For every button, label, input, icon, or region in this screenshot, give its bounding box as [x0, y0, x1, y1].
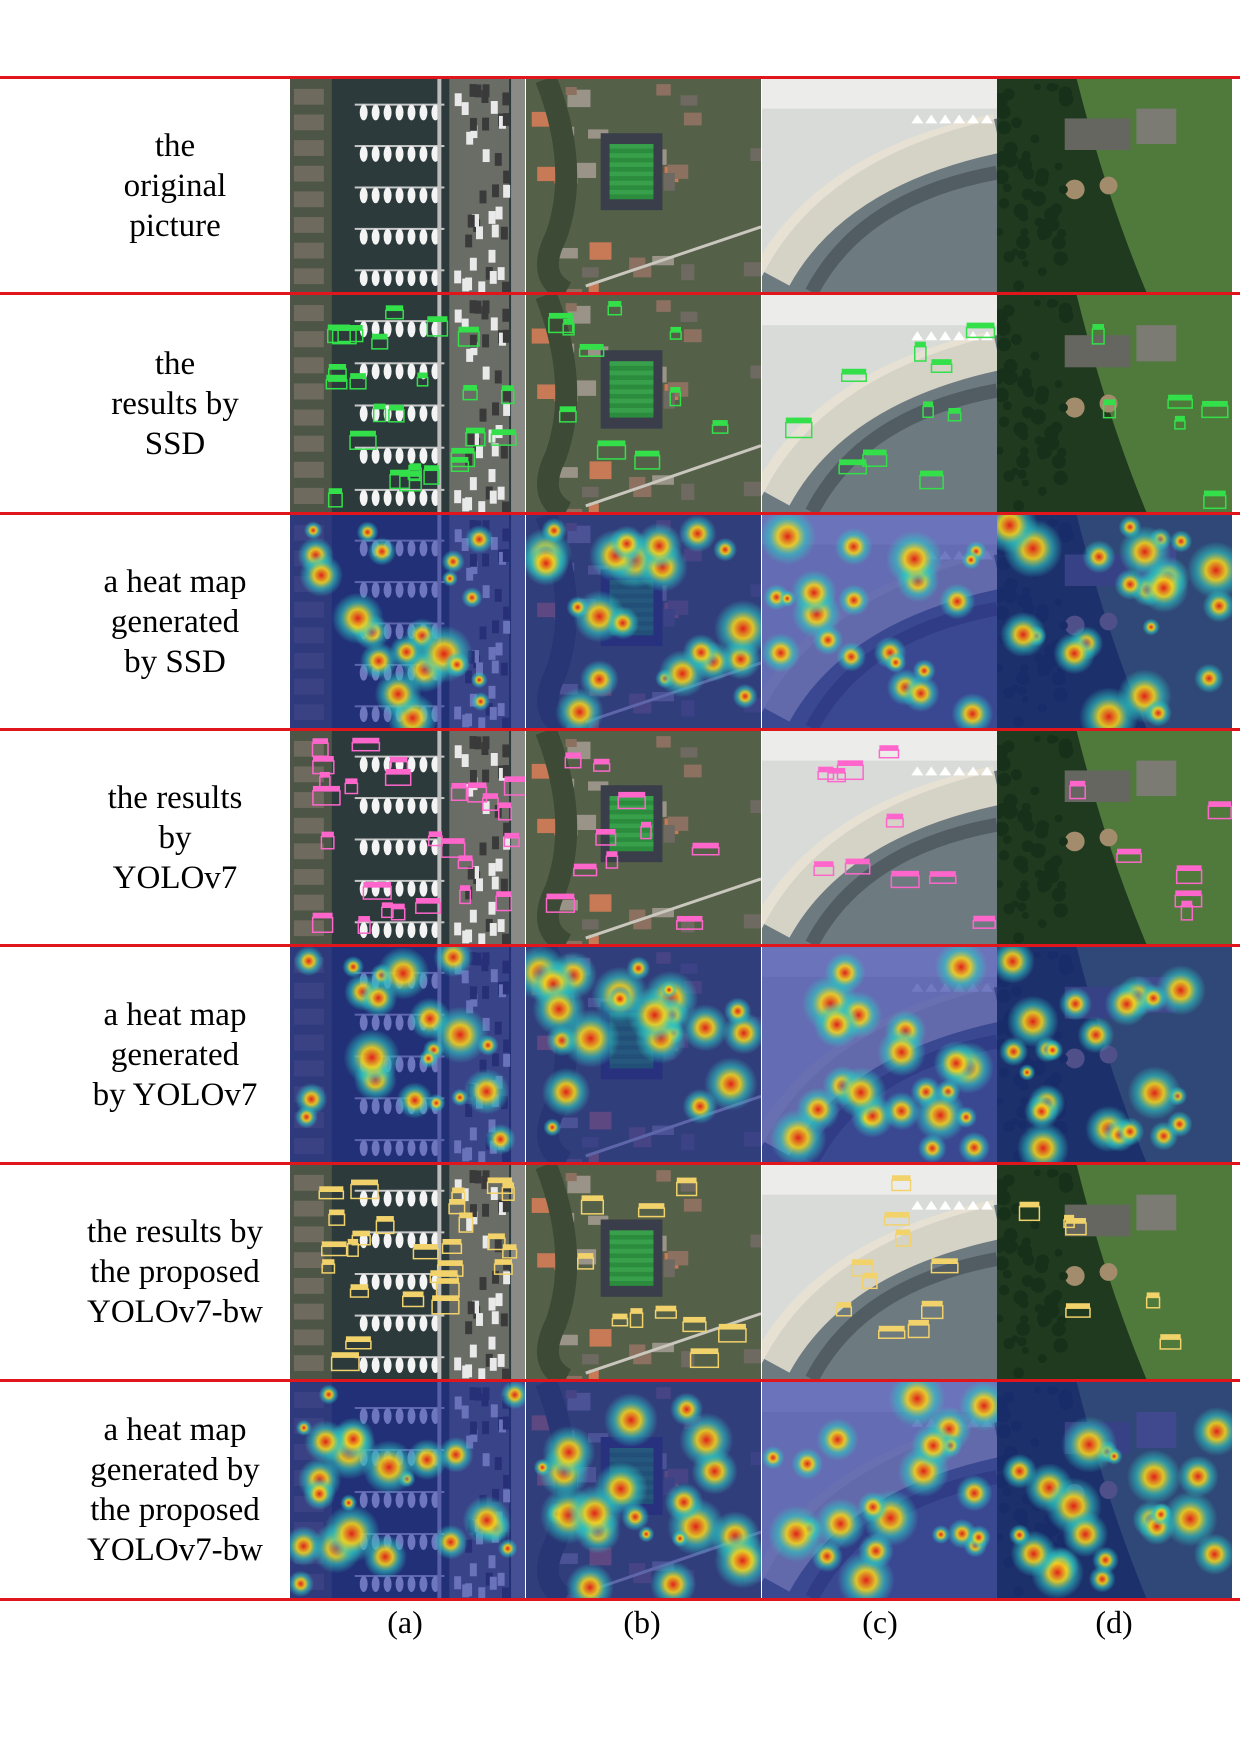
panel-2-0 [290, 515, 525, 728]
panel-4-0 [290, 947, 525, 1162]
panel-5-1 [526, 1165, 761, 1379]
panel-4-2 [762, 947, 997, 1162]
panel-5-3 [997, 1165, 1232, 1379]
separator-line [0, 1162, 1240, 1165]
column-label: (a) [387, 1604, 423, 1640]
column-label: (d) [1095, 1604, 1133, 1640]
panel-4-3 [997, 947, 1232, 1162]
panel-6-0 [290, 1382, 525, 1598]
row-label: a heat map generated by SSD [20, 515, 330, 728]
separator-line [0, 728, 1240, 731]
separator-line [0, 512, 1240, 515]
panel-3-1 [526, 731, 761, 944]
row-label-text: a heat map generated by the proposed YOL… [87, 1412, 263, 1568]
panel-4-1 [526, 947, 761, 1162]
panel-3-2 [762, 731, 997, 944]
separator-line [0, 1598, 1240, 1601]
row-label: a heat map generated by the proposed YOL… [20, 1382, 330, 1598]
separator-line [0, 292, 1240, 295]
panel-1-3 [997, 295, 1232, 512]
row-label-text: the results by the proposed YOLOv7-bw [87, 1214, 263, 1330]
panel-5-0 [290, 1165, 525, 1379]
panel-6-3 [997, 1382, 1232, 1598]
panel-5-2 [762, 1165, 997, 1379]
row-label: the results by YOLOv7 [20, 731, 330, 944]
panel-0-1 [526, 79, 761, 292]
row-label: a heat map generated by YOLOv7 [20, 947, 330, 1162]
column-label: (c) [862, 1604, 898, 1640]
panel-2-1 [526, 515, 761, 728]
row-label-text: the original picture [123, 127, 227, 244]
panel-0-3 [997, 79, 1232, 292]
panel-1-1 [526, 295, 761, 512]
panel-1-2 [762, 295, 997, 512]
row-label: the original picture [20, 79, 330, 292]
row-label-text: the results by YOLOv7 [107, 779, 243, 896]
panel-2-2 [762, 515, 997, 728]
panel-3-0 [290, 731, 525, 944]
separator-line [0, 76, 1240, 79]
column-label: (b) [623, 1604, 661, 1640]
panel-6-1 [526, 1382, 761, 1598]
separator-line [0, 1379, 1240, 1382]
row-label: the results by SSD [20, 295, 330, 512]
panel-6-2 [762, 1382, 997, 1598]
row-label-text: the results by SSD [111, 345, 239, 462]
separator-line [0, 944, 1240, 947]
panel-1-0 [290, 295, 525, 512]
panel-2-3 [997, 515, 1232, 728]
panel-0-0 [290, 79, 525, 292]
row-label-text: a heat map generated by YOLOv7 [92, 996, 258, 1113]
panel-0-2 [762, 79, 997, 292]
row-label: the results by the proposed YOLOv7-bw [20, 1165, 330, 1379]
row-label-text: a heat map generated by SSD [103, 563, 247, 680]
panel-3-3 [997, 731, 1232, 944]
